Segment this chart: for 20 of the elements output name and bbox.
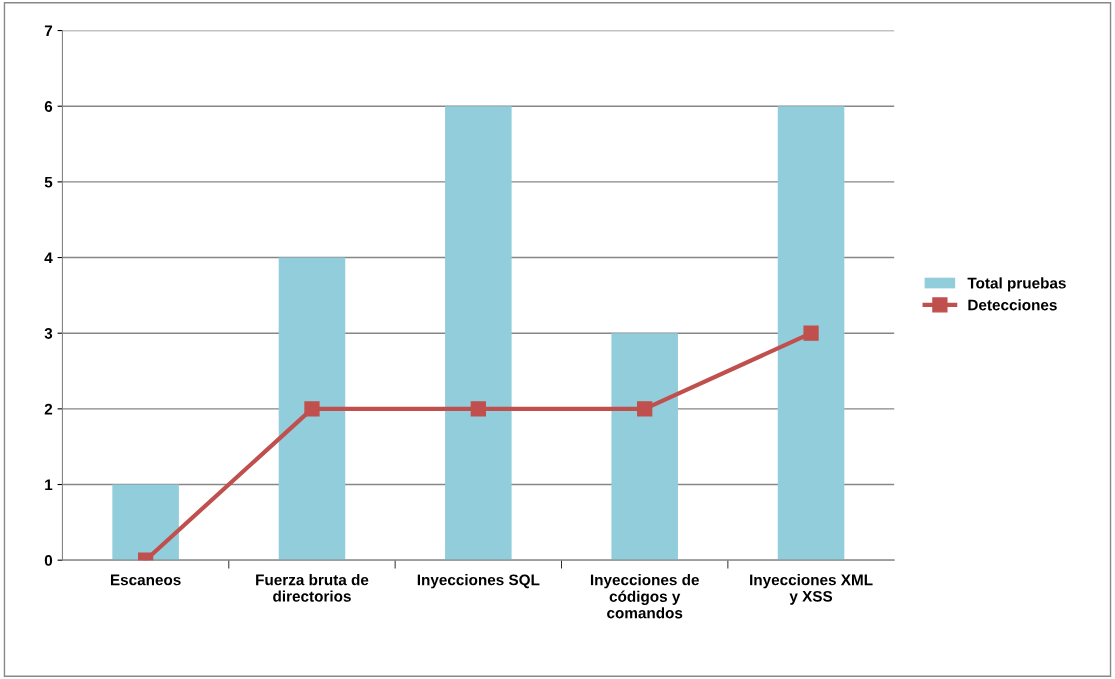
x-tick-label: Inyecciones de códigos y comandos bbox=[590, 574, 699, 619]
x-tick-label: Escaneos bbox=[110, 574, 181, 586]
y-tick-label: 6 bbox=[44, 101, 53, 112]
legend-label: Total pruebas bbox=[967, 277, 1066, 292]
y-tick-label: 3 bbox=[44, 328, 53, 339]
y-tick-label: 2 bbox=[44, 403, 53, 415]
bar bbox=[777, 106, 845, 561]
x-tick-label: Fuerza bruta de directorios bbox=[256, 574, 369, 602]
bar bbox=[278, 257, 346, 561]
y-tick-label: 7 bbox=[44, 25, 53, 37]
y-tick-label: 4 bbox=[44, 252, 53, 264]
x-tick-label: Inyecciones XML y XSS bbox=[750, 574, 873, 605]
bar bbox=[611, 333, 678, 561]
bar bbox=[112, 484, 179, 561]
y-tick-label: 5 bbox=[44, 176, 53, 188]
legend-label: Detecciones bbox=[968, 299, 1057, 311]
x-tick-label: Inyecciones SQL bbox=[417, 574, 540, 589]
bar bbox=[445, 106, 512, 561]
y-tick-label: 1 bbox=[45, 479, 53, 491]
y-tick-label: 0 bbox=[44, 555, 53, 566]
